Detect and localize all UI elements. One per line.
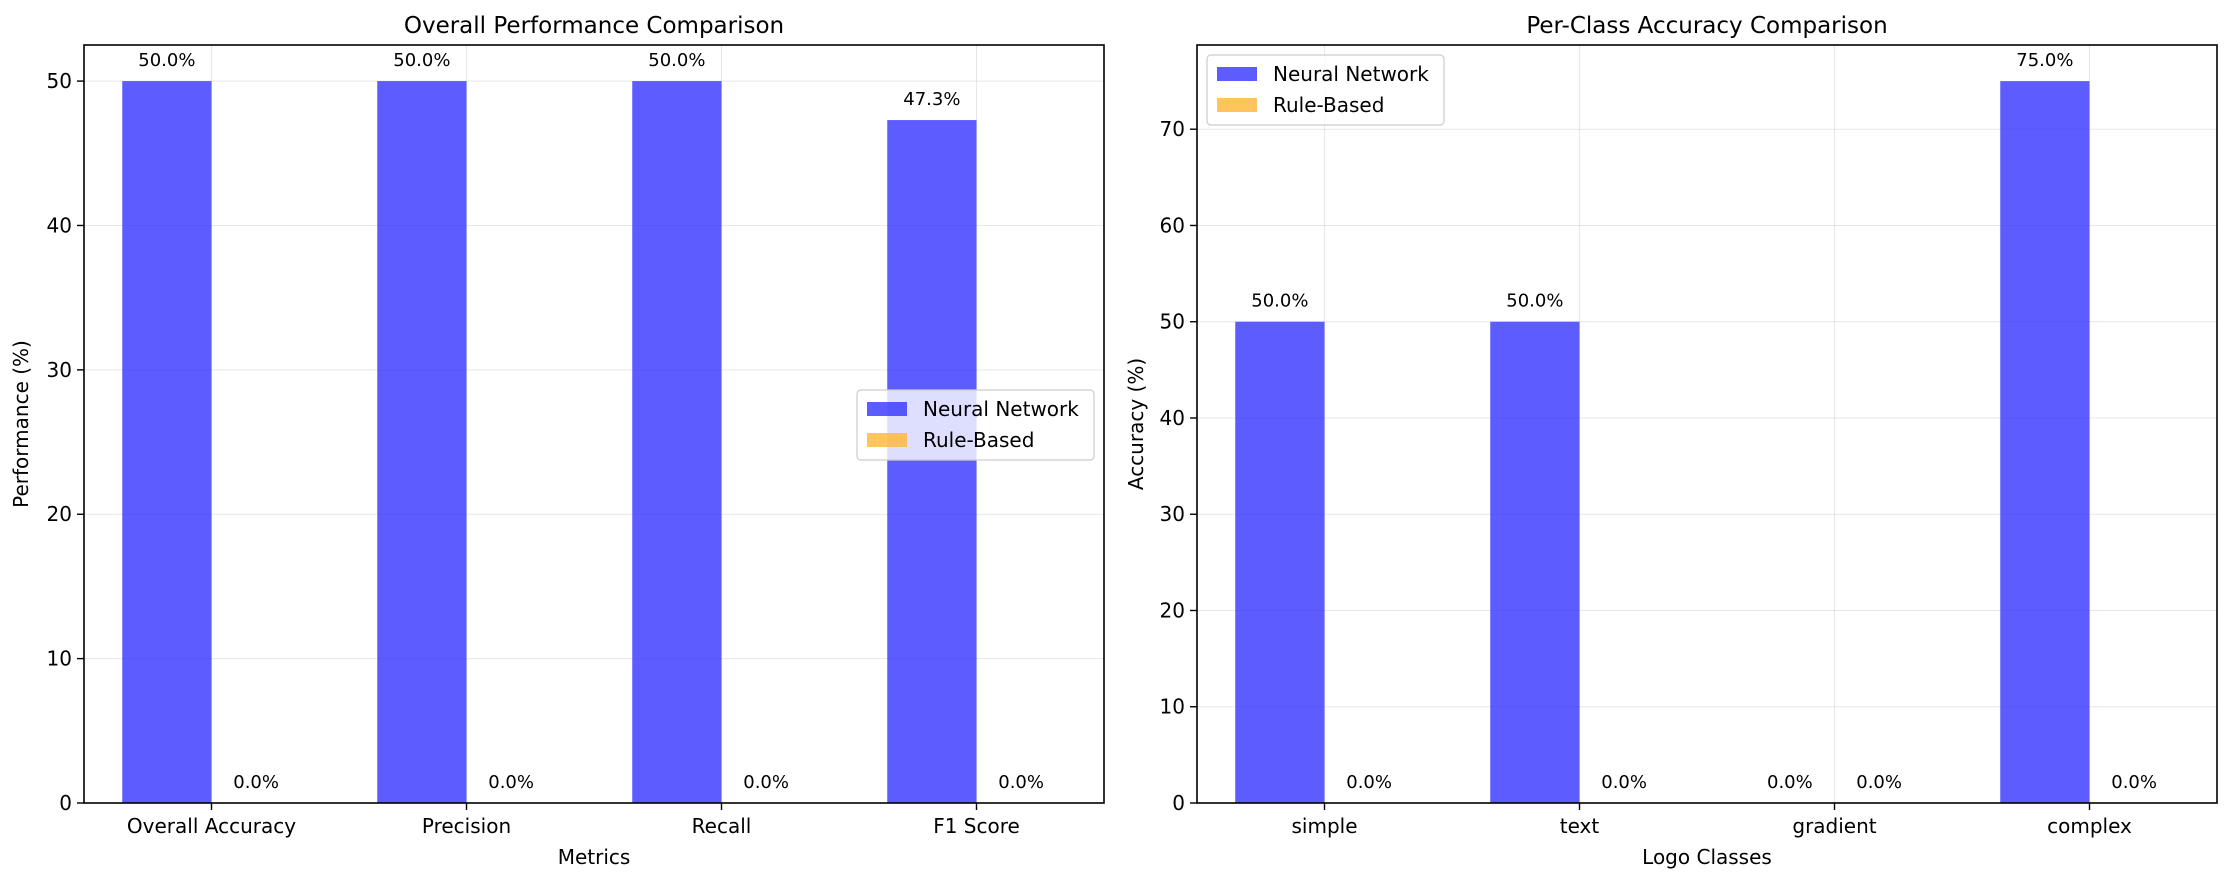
- data-label: 0.0%: [1601, 772, 1647, 793]
- y-tick-label: 20: [47, 502, 72, 526]
- data-label: 0.0%: [1856, 772, 1902, 793]
- bar-neural-network: [887, 120, 977, 803]
- y-axis-label: Performance (%): [9, 340, 33, 508]
- y-tick-label: 60: [1160, 213, 1185, 237]
- y-tick-label: 50: [47, 69, 72, 93]
- chart-panel-2: 50.0% 50.0% 0.0% 75.0% 0.0% 0.0% 0.0% 0.0% 0 10 20…: [1124, 13, 2218, 869]
- y-tick-label: 70: [1160, 117, 1185, 141]
- y-tick-label: 20: [1160, 598, 1185, 622]
- x-axis-label: Logo Classes: [1642, 845, 1772, 869]
- data-label: 50.0%: [138, 50, 195, 71]
- legend: Neural Network Rule-Based: [856, 389, 1095, 461]
- data-label: 0.0%: [2111, 772, 2157, 793]
- legend-swatch: [1217, 98, 1257, 112]
- chart-title: Per-Class Accuracy Comparison: [1526, 13, 1887, 39]
- data-label: 0.0%: [1346, 772, 1392, 793]
- y-tick-label: 30: [47, 358, 72, 382]
- bar-neural-network: [632, 81, 722, 804]
- chart-title: Overall Performance Comparison: [404, 13, 784, 39]
- legend-label: Neural Network: [923, 397, 1079, 421]
- legend-swatch: [867, 433, 907, 447]
- legend-swatch: [867, 402, 907, 416]
- data-label: 75.0%: [2016, 50, 2073, 71]
- y-tick-label: 40: [1160, 406, 1185, 430]
- x-tick-label: simple: [1291, 814, 1357, 838]
- bar-neural-network: [2000, 81, 2090, 804]
- y-axis-label: Accuracy (%): [1124, 358, 1148, 490]
- y-tick-label: 0: [59, 791, 72, 815]
- legend-label: Neural Network: [1273, 62, 1429, 86]
- data-label: 50.0%: [393, 50, 450, 71]
- data-label: 50.0%: [648, 50, 705, 71]
- x-axis-label: Metrics: [558, 845, 631, 869]
- data-label: 0.0%: [998, 772, 1044, 793]
- x-tick-label: F1 Score: [933, 814, 1020, 838]
- legend-box: [856, 389, 1095, 461]
- bar-neural-network: [1490, 321, 1580, 803]
- y-tick-label: 30: [1160, 502, 1185, 526]
- y-tick-label: 40: [47, 213, 72, 237]
- x-tick-label: gradient: [1792, 814, 1876, 838]
- x-tick-label: Recall: [692, 814, 752, 838]
- y-tick-label: 10: [1160, 695, 1185, 719]
- data-label: 50.0%: [1251, 291, 1308, 312]
- data-label: 0.0%: [1767, 772, 1813, 793]
- y-tick-label: 10: [47, 647, 72, 671]
- x-tick-label: text: [1560, 814, 1600, 838]
- legend-label: Rule-Based: [1273, 93, 1384, 117]
- bar-neural-network: [1235, 321, 1325, 803]
- bar-neural-network: [122, 81, 212, 804]
- bar-neural-network: [377, 81, 467, 804]
- legend-box: [1206, 54, 1445, 126]
- plot-frame: [83, 44, 1105, 804]
- data-label: 0.0%: [233, 772, 279, 793]
- plot-frame: [1196, 44, 2218, 804]
- x-tick-label: complex: [2047, 814, 2132, 838]
- legend-label: Rule-Based: [923, 428, 1034, 452]
- legend: Neural Network Rule-Based: [1206, 54, 1445, 126]
- x-tick-label: Overall Accuracy: [127, 814, 296, 838]
- data-label: 47.3%: [903, 89, 960, 110]
- data-label: 50.0%: [1506, 291, 1563, 312]
- legend-swatch: [1217, 67, 1257, 81]
- chart-panel-1: 50.0% 50.0% 50.0% 47.3% 0.0% 0.0% 0.0% 0.0% 0 10 2…: [9, 13, 1105, 869]
- y-tick-label: 0: [1172, 791, 1185, 815]
- data-label: 0.0%: [488, 772, 534, 793]
- y-tick-label: 50: [1160, 310, 1185, 334]
- x-tick-label: Precision: [422, 814, 511, 838]
- data-label: 0.0%: [743, 772, 789, 793]
